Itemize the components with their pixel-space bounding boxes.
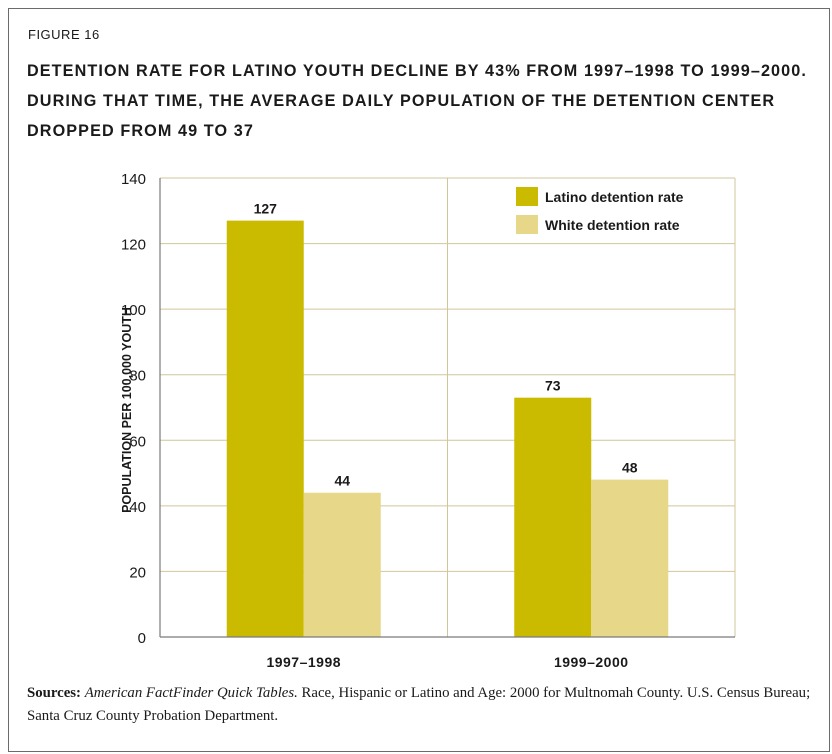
y-tick-label: 80 <box>129 368 146 385</box>
figure-frame <box>8 8 830 752</box>
bar-white-1 <box>591 479 669 637</box>
legend-label: Latino detention rate <box>545 189 684 205</box>
bar-latino-1 <box>514 397 592 637</box>
y-tick-label: 20 <box>129 564 146 581</box>
y-tick-label: 40 <box>129 499 146 516</box>
title-line: DURING THAT TIME, THE AVERAGE DAILY POPU… <box>27 92 776 110</box>
legend-label: White detention rate <box>545 217 680 233</box>
source-details: Race, Hispanic or Latino and Age: 2000 f… <box>27 685 811 724</box>
x-tick-label: 1999–2000 <box>554 654 629 670</box>
data-labels: 127 44 73 48 <box>254 201 638 489</box>
legend: Latino detention rate White detention rat… <box>516 187 684 234</box>
bar-white-0 <box>303 492 381 637</box>
y-axis-label: POPULATION PER 100,000 YOUTH <box>120 307 134 513</box>
x-tick-label: 1997–1998 <box>266 654 341 670</box>
title-line: DETENTION RATE FOR LATINO YOUTH DECLINE … <box>27 62 807 80</box>
bar-chart: 0 20 40 60 80 100 120 140 1997–1998 1999–2000 12… <box>120 171 736 670</box>
axes <box>159 177 736 638</box>
y-tick-label: 100 <box>121 302 146 319</box>
legend-swatch <box>516 215 538 234</box>
data-label: 48 <box>622 460 638 476</box>
title-line: DROPPED FROM 49 TO 37 <box>27 122 254 140</box>
figure-label: FIGURE 16 <box>28 27 100 42</box>
y-tick-label: 60 <box>129 433 146 450</box>
legend-swatch <box>516 187 538 206</box>
bar-latino-0 <box>226 220 304 637</box>
y-tick-label: 120 <box>121 237 146 254</box>
x-tick-labels: 1997–1998 1999–2000 <box>266 654 628 670</box>
bars <box>226 220 669 637</box>
y-tick-label: 140 <box>121 171 146 188</box>
y-tick-label: 0 <box>138 630 146 647</box>
y-tick-labels: 0 20 40 60 80 100 120 140 <box>121 171 146 647</box>
source-publication: American FactFinder Quick Tables. <box>84 685 298 701</box>
chart-title: DETENTION RATE FOR LATINO YOUTH DECLINE … <box>27 56 817 146</box>
data-label: 73 <box>545 378 561 394</box>
data-label: 127 <box>254 201 278 217</box>
source-label: Sources: <box>27 685 85 701</box>
source-note: Sources: American FactFinder Quick Table… <box>27 682 817 728</box>
data-label: 44 <box>334 473 350 489</box>
